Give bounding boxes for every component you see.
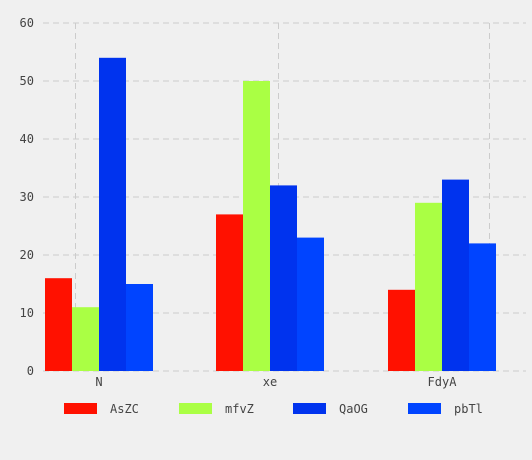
bar (99, 57, 126, 372)
legend-item: mfvZ (179, 402, 254, 416)
x-tick-label: N (95, 375, 102, 389)
bar (216, 214, 243, 371)
y-tick-label: 0 (27, 364, 34, 378)
legend-swatch (179, 403, 212, 414)
legend-label: pbTl (454, 402, 483, 416)
bar (243, 81, 270, 371)
bar (72, 307, 99, 371)
bar (297, 237, 324, 371)
y-tick-label: 20 (20, 248, 34, 262)
x-tick-label: FdyA (428, 375, 458, 389)
bar (415, 202, 442, 371)
y-tick-label: 60 (20, 16, 34, 30)
legend: AsZC mfvZ QaOG pbTl (64, 402, 483, 416)
legend-label: mfvZ (225, 402, 254, 416)
y-tick-label: 30 (20, 190, 34, 204)
bar (388, 289, 415, 371)
y-axis-ticks: 0 10 20 30 40 50 60 (20, 16, 34, 378)
x-tick-label: xe (263, 375, 277, 389)
legend-label: AsZC (110, 402, 139, 416)
legend-swatch (64, 403, 97, 414)
y-tick-label: 50 (20, 74, 34, 88)
y-tick-label: 10 (20, 306, 34, 320)
legend-label: QaOG (339, 402, 368, 416)
bar (442, 179, 469, 371)
legend-item: QaOG (293, 402, 368, 416)
bar (469, 243, 496, 371)
legend-item: pbTl (408, 402, 483, 416)
bar (126, 284, 153, 371)
y-tick-label: 40 (20, 132, 34, 146)
bars (45, 57, 496, 372)
bar (270, 185, 297, 371)
legend-item: AsZC (64, 402, 139, 416)
legend-swatch (293, 403, 326, 414)
bar (45, 278, 72, 371)
legend-swatch (408, 403, 441, 414)
